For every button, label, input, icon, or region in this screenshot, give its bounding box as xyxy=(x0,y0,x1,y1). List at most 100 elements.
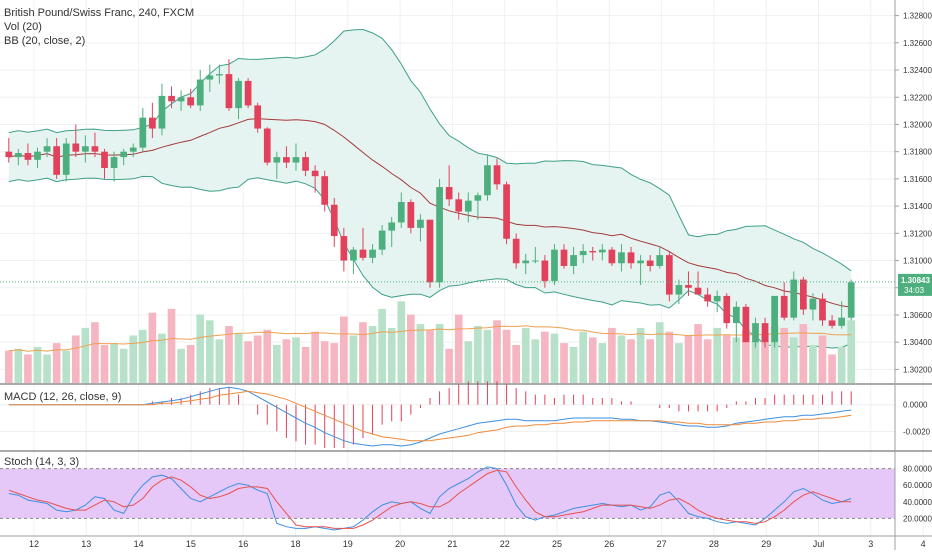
candle-body xyxy=(34,151,41,160)
volume-bar xyxy=(617,335,626,383)
candle-body xyxy=(627,252,635,264)
candle-body xyxy=(82,146,89,152)
macd-tick-label: 0.0000 xyxy=(903,401,928,410)
candle-body xyxy=(503,184,510,239)
candle-body xyxy=(72,143,80,152)
volume-bar xyxy=(4,350,13,383)
date-tick-label: 25 xyxy=(552,539,562,549)
candle-body xyxy=(713,295,721,302)
volume-bar xyxy=(71,335,80,383)
candle-body xyxy=(263,128,271,163)
price-tick-label: 1.31200 xyxy=(903,229,932,238)
candle-body xyxy=(704,294,711,302)
candle-body xyxy=(340,236,348,261)
stoch-band-fill xyxy=(0,468,895,519)
volume-bar xyxy=(569,346,578,383)
candle-body xyxy=(139,117,147,148)
candle-body xyxy=(158,95,166,129)
bb-lower-line xyxy=(8,175,852,349)
price-tick-label: 1.30400 xyxy=(903,338,932,347)
candle-body xyxy=(685,285,692,288)
volume-bar xyxy=(378,308,386,383)
volume-bar xyxy=(225,326,233,383)
volume-bar xyxy=(627,339,635,383)
volume-bar xyxy=(454,314,463,383)
volume-bar xyxy=(129,335,138,383)
volume-bar xyxy=(742,329,750,383)
volume-bar xyxy=(81,327,90,383)
volume-bar xyxy=(550,333,559,383)
candle-body xyxy=(560,249,568,266)
price-tick-label: 1.32200 xyxy=(903,93,932,102)
volume-bar xyxy=(43,354,51,383)
bb-basis-line xyxy=(8,118,852,308)
volume-bar xyxy=(713,327,722,383)
volume-bar xyxy=(282,339,291,383)
candle-body xyxy=(196,79,204,106)
candle-body xyxy=(541,260,549,281)
volume-bar xyxy=(502,329,511,383)
volume-bar xyxy=(435,324,444,383)
date-tick-label: 26 xyxy=(604,539,614,549)
signal-line xyxy=(8,390,852,442)
candle-body xyxy=(656,255,664,266)
candle-body xyxy=(129,147,137,152)
candle-body xyxy=(62,143,70,175)
candle-body xyxy=(321,176,329,205)
candle-body xyxy=(5,151,13,158)
date-tick-label: Jul xyxy=(813,539,825,549)
macd-pane[interactable] xyxy=(8,381,852,448)
candle-body xyxy=(101,151,108,169)
candle-body xyxy=(780,295,788,318)
candle-body xyxy=(694,287,702,295)
volume-bar xyxy=(167,308,176,383)
price-tick-label: 1.32800 xyxy=(903,12,932,21)
volume-bar xyxy=(531,339,540,383)
volume-bar xyxy=(196,314,205,383)
candle-body xyxy=(350,249,357,261)
candle-body xyxy=(799,279,807,310)
volume-bar xyxy=(244,341,252,383)
volume-bar xyxy=(847,320,856,383)
volume-bar xyxy=(407,314,415,383)
stoch-label: Stoch (14, 3, 3) xyxy=(4,456,80,468)
volume-ma-line xyxy=(8,325,852,352)
candle-body xyxy=(407,202,415,228)
volume-bar xyxy=(464,341,473,383)
candle-body xyxy=(397,202,405,223)
volume-bar xyxy=(311,331,319,383)
price-tick-label: 1.30200 xyxy=(903,365,932,374)
candle-body xyxy=(522,260,530,264)
date-tick-label: 15 xyxy=(186,539,196,549)
volume-label: Vol (20) xyxy=(4,21,42,33)
price-tick-label: 1.32600 xyxy=(903,39,932,48)
date-tick-label: 12 xyxy=(29,539,39,549)
stoch-pane[interactable] xyxy=(0,466,895,531)
volume-bar xyxy=(100,345,109,383)
candle-body xyxy=(149,117,156,129)
candle-body xyxy=(771,295,778,343)
candle-body xyxy=(598,249,606,253)
candle-body xyxy=(838,317,845,326)
candle-body xyxy=(311,170,319,177)
price-pane[interactable] xyxy=(0,28,895,384)
candle-body xyxy=(292,157,300,163)
date-tick-label: 19 xyxy=(343,539,353,549)
volume-bar xyxy=(837,346,846,383)
volume-bar xyxy=(33,346,42,383)
price-tick-label: 1.32000 xyxy=(903,120,932,129)
countdown-label: 34:03 xyxy=(904,286,925,295)
date-tick-label: 27 xyxy=(657,539,667,549)
candle-body xyxy=(790,279,798,318)
candle-body xyxy=(493,165,501,185)
date-tick-label: 22 xyxy=(500,539,510,549)
candle-body xyxy=(53,146,61,175)
volume-bar xyxy=(809,345,817,383)
candle-body xyxy=(618,252,625,264)
candle-body xyxy=(531,260,539,262)
candle-body xyxy=(608,249,616,264)
chart-title: British Pound/Swiss Franc, 240, FXCM xyxy=(4,7,195,19)
last-price-label: 1.30843 xyxy=(901,276,930,285)
